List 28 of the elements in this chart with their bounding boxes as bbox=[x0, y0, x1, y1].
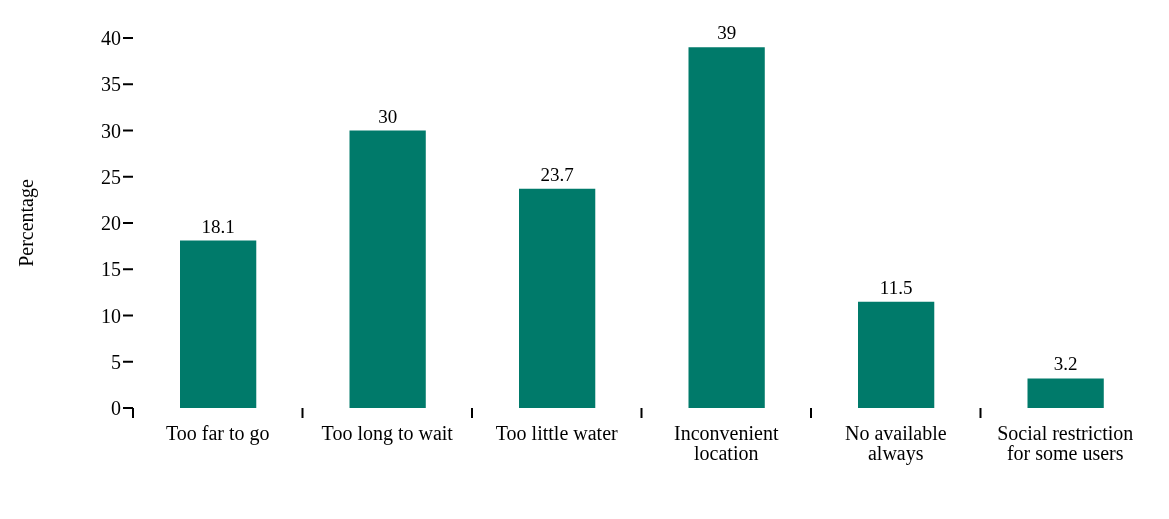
y-tick-label: 30 bbox=[101, 119, 121, 142]
data-label: 39 bbox=[717, 22, 737, 44]
y-tick-label: 0 bbox=[111, 397, 121, 420]
data-label: 23.7 bbox=[540, 163, 574, 185]
x-tick-label: Too far to go bbox=[165, 422, 270, 446]
x-tick-label: No available always bbox=[844, 422, 947, 466]
data-label: 11.5 bbox=[879, 276, 913, 298]
bar bbox=[349, 130, 426, 408]
y-tick-label: 10 bbox=[101, 304, 121, 327]
bar bbox=[1027, 378, 1104, 408]
x-tick-label: Too little water bbox=[495, 422, 619, 445]
y-tick-label: 15 bbox=[101, 258, 121, 281]
y-tick-label: 40 bbox=[101, 27, 121, 50]
data-label: 30 bbox=[378, 105, 398, 127]
bar bbox=[519, 188, 596, 408]
bar bbox=[858, 301, 935, 408]
bar bbox=[688, 47, 765, 408]
y-tick-label: 20 bbox=[101, 212, 121, 235]
y-axis-title: Percentage bbox=[15, 179, 39, 267]
data-label: 18.1 bbox=[201, 215, 235, 237]
bar bbox=[180, 240, 257, 408]
x-tick-label: Too long to wait bbox=[321, 422, 454, 446]
data-label: 3.2 bbox=[1053, 353, 1078, 375]
x-tick-label: Social restriction for some users bbox=[997, 422, 1134, 465]
y-tick-label: 35 bbox=[101, 73, 121, 96]
y-tick-label: 5 bbox=[111, 350, 121, 373]
x-tick-label: Inconvenient location bbox=[674, 422, 779, 465]
y-tick-label: 25 bbox=[101, 165, 121, 188]
